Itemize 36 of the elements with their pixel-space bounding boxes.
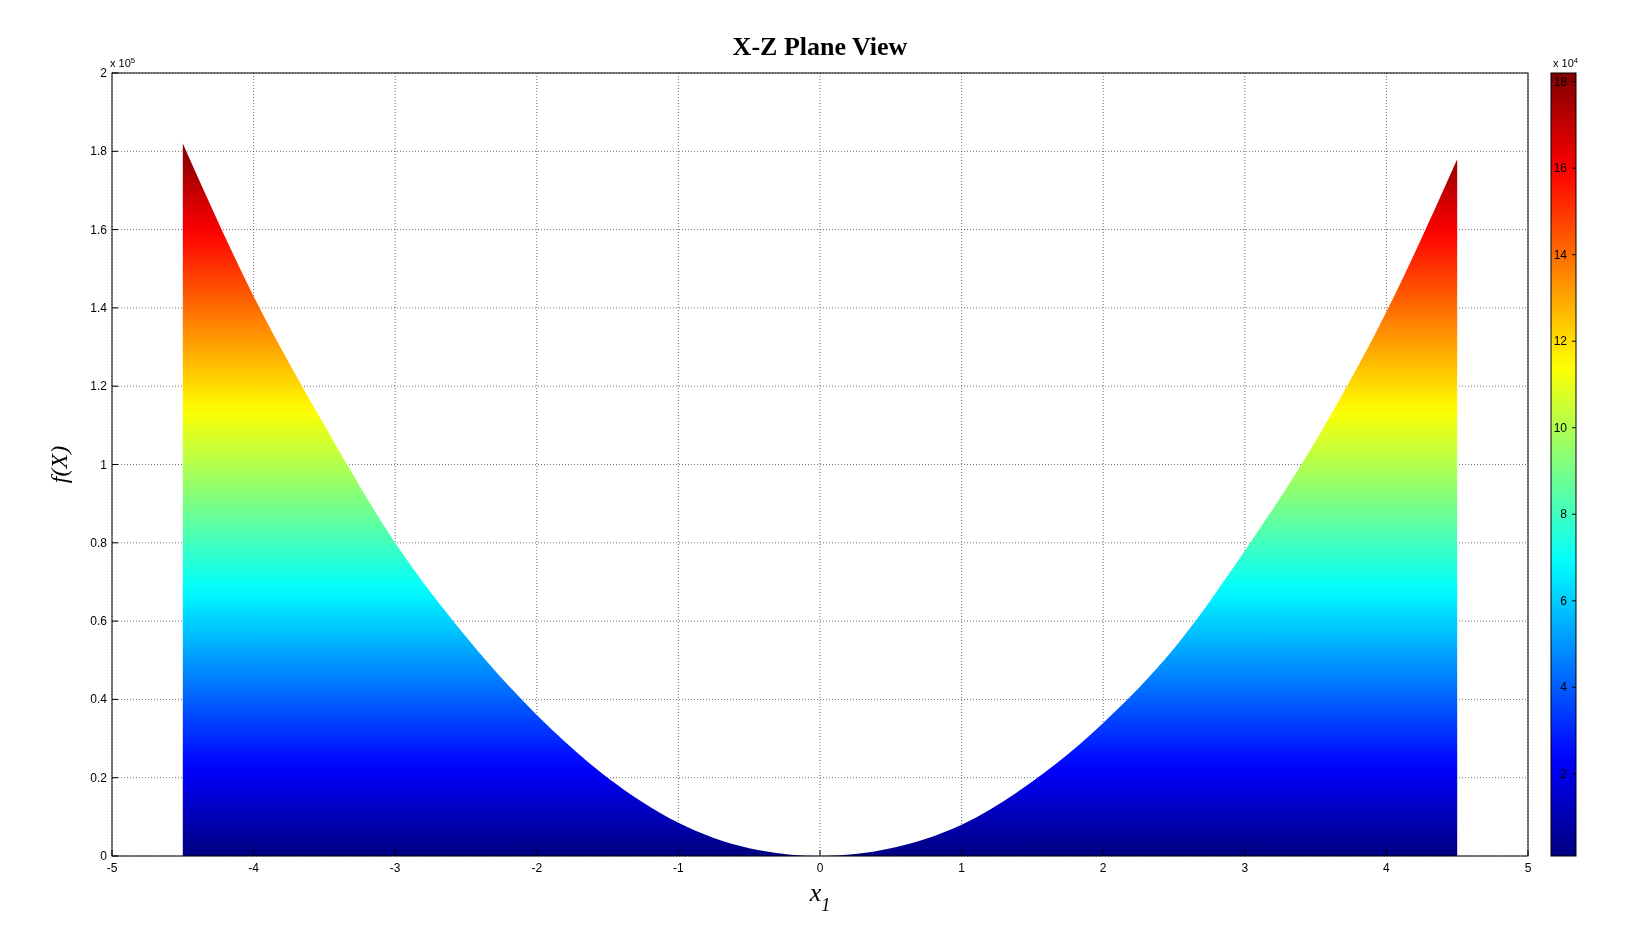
y-tick-label: 0.6: [90, 614, 108, 629]
y-tick-label: 0: [100, 849, 108, 863]
x-tick-label: -2: [531, 861, 543, 875]
text: x 10$^{4}$: [1553, 55, 1579, 69]
y-tick-label: 1.4: [90, 300, 108, 315]
x-tick-label: -3: [389, 861, 401, 875]
x-tick-label: -5: [106, 861, 118, 875]
x-tick-label: 0: [816, 861, 824, 875]
x-tick-label: 2: [1099, 861, 1107, 875]
x-tick-label: 5: [1524, 861, 1532, 875]
y-tick-label: 1.6: [90, 222, 108, 237]
y-axis-title: f(X): [46, 445, 72, 484]
color-bar-label: 6: [1560, 593, 1568, 608]
x-tick-label: 1: [958, 861, 966, 875]
color-bar-label: 2: [1560, 766, 1568, 781]
chart-title: X-Z Plane View: [732, 32, 908, 61]
color-bar-label: 16: [1553, 161, 1568, 176]
y-tick-label: 2: [100, 66, 108, 80]
color-bar-label: 14: [1553, 247, 1568, 262]
y-tick-label: 1.8: [90, 144, 108, 159]
color-bar-label: 18: [1553, 74, 1568, 89]
y-tick-label: 1: [100, 457, 108, 472]
color-bar-label: 10: [1553, 420, 1568, 435]
y-tick-label: 0.4: [90, 692, 108, 707]
text: x 10$^{5}$: [110, 55, 136, 69]
x-axis-title: x$_{1}$: [808, 878, 831, 915]
color-bar-label: 12: [1553, 334, 1568, 349]
x-tick-label: -4: [248, 861, 260, 875]
x-tick-label: -1: [673, 861, 685, 875]
y-tick-label: 1.2: [90, 379, 108, 394]
y-tick-label: 0.8: [90, 535, 108, 550]
x-tick-label: 3: [1241, 861, 1249, 875]
x-tick-label: 4: [1383, 861, 1391, 875]
color-bar-label: 4: [1560, 680, 1568, 695]
y-tick-label: 0.2: [90, 770, 108, 785]
color-bar-label: 8: [1560, 507, 1568, 522]
